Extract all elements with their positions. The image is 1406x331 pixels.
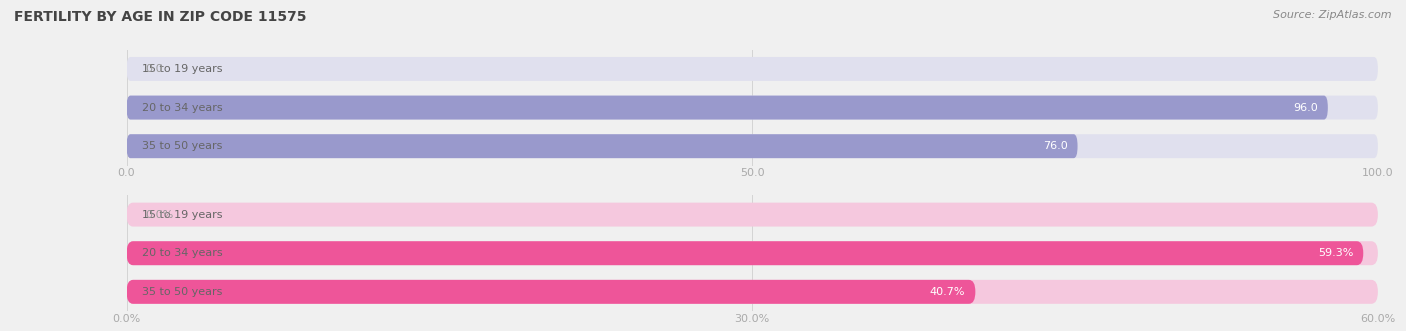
Text: 15 to 19 years: 15 to 19 years (142, 210, 222, 219)
FancyBboxPatch shape (127, 241, 1364, 265)
Text: 35 to 50 years: 35 to 50 years (142, 141, 222, 151)
FancyBboxPatch shape (127, 96, 1378, 119)
FancyBboxPatch shape (127, 134, 1077, 158)
Text: 0.0%: 0.0% (145, 210, 173, 219)
Text: 40.7%: 40.7% (929, 287, 966, 297)
FancyBboxPatch shape (127, 280, 976, 304)
FancyBboxPatch shape (127, 57, 1378, 81)
FancyBboxPatch shape (127, 280, 1378, 304)
Text: 0.0: 0.0 (145, 64, 163, 74)
Text: 59.3%: 59.3% (1317, 248, 1353, 258)
Text: FERTILITY BY AGE IN ZIP CODE 11575: FERTILITY BY AGE IN ZIP CODE 11575 (14, 10, 307, 24)
FancyBboxPatch shape (127, 134, 1378, 158)
Text: 96.0: 96.0 (1294, 103, 1317, 113)
FancyBboxPatch shape (127, 241, 1378, 265)
FancyBboxPatch shape (127, 203, 1378, 226)
Text: 20 to 34 years: 20 to 34 years (142, 103, 222, 113)
Text: Source: ZipAtlas.com: Source: ZipAtlas.com (1274, 10, 1392, 20)
Text: 15 to 19 years: 15 to 19 years (142, 64, 222, 74)
Text: 35 to 50 years: 35 to 50 years (142, 287, 222, 297)
FancyBboxPatch shape (127, 96, 1327, 119)
Text: 20 to 34 years: 20 to 34 years (142, 248, 222, 258)
Text: 76.0: 76.0 (1043, 141, 1067, 151)
